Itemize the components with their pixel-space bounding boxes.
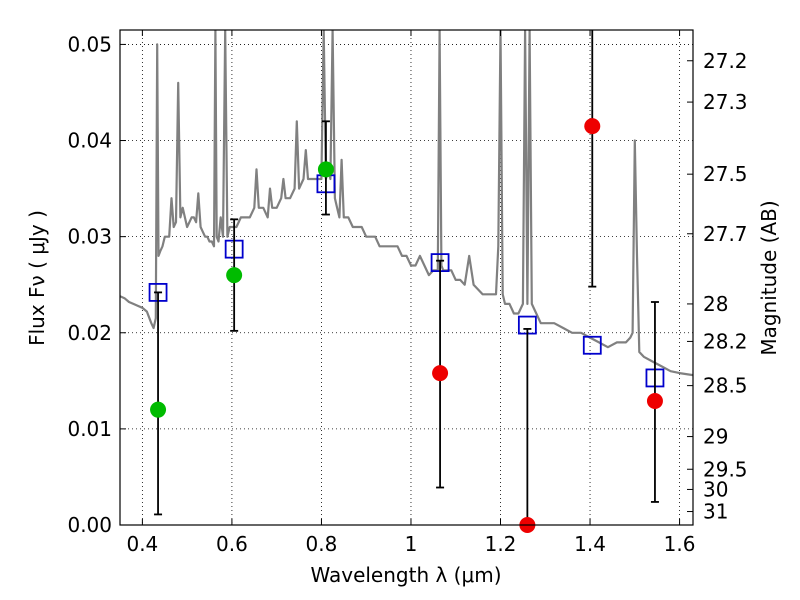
grid <box>120 30 693 526</box>
mag-tick-label: 27.5 <box>703 162 748 186</box>
y-tick-label: 0.03 <box>67 225 112 249</box>
mag-tick-label: 29.5 <box>703 457 748 481</box>
model-photometry-square <box>582 335 602 355</box>
plot-series <box>120 30 693 377</box>
plot-frame <box>119 29 694 526</box>
y-tick-label: 0.00 <box>67 513 112 537</box>
plot-markers <box>148 30 665 533</box>
x-tick-label: 1.2 <box>485 532 517 556</box>
x-tick-label: 1 <box>405 532 418 556</box>
x-tick-label: 1.6 <box>664 532 696 556</box>
y-tick-label: 0.01 <box>67 417 112 441</box>
mag-tick-label: 27.2 <box>703 49 748 73</box>
detection-point <box>150 401 167 418</box>
axis-ticks: 0.4 0.6 0.8 1 1.2 1.4 1.6 0.00 0.01 0.02 0.03 0.04 0… <box>67 30 748 556</box>
y-tick-label: 0.04 <box>67 129 112 153</box>
detection-point <box>317 161 334 178</box>
sed-model-line <box>120 30 693 377</box>
mag-tick-label: 28 <box>703 292 728 316</box>
mag-tick-label: 30 <box>703 477 728 501</box>
x-tick-label: 0.4 <box>126 532 158 556</box>
mag-tick-label: 27.7 <box>703 222 748 246</box>
y-tick-label: 0.02 <box>67 321 112 345</box>
x-tick-label: 1.4 <box>574 532 606 556</box>
mag-tick-label: 27.3 <box>703 90 748 114</box>
y-axis-right-label: Magnitude (AB) <box>757 200 781 355</box>
x-tick-label: 0.8 <box>306 532 338 556</box>
mag-tick-label: 31 <box>703 500 728 524</box>
y-tick-label: 0.05 <box>67 32 112 56</box>
mag-tick-label: 28.5 <box>703 374 748 398</box>
y-axis-label: Flux Fν ( μJy ) <box>25 210 49 346</box>
x-axis-label: Wavelength λ (μm) <box>310 563 501 587</box>
upper-limit-point <box>646 393 663 410</box>
upper-limit-point <box>432 365 449 382</box>
mag-tick-label: 28.2 <box>703 329 748 353</box>
detection-point <box>226 267 243 284</box>
x-tick-label: 0.6 <box>216 532 248 556</box>
mag-tick-label: 29 <box>703 425 728 449</box>
upper-limit-point <box>584 118 601 135</box>
